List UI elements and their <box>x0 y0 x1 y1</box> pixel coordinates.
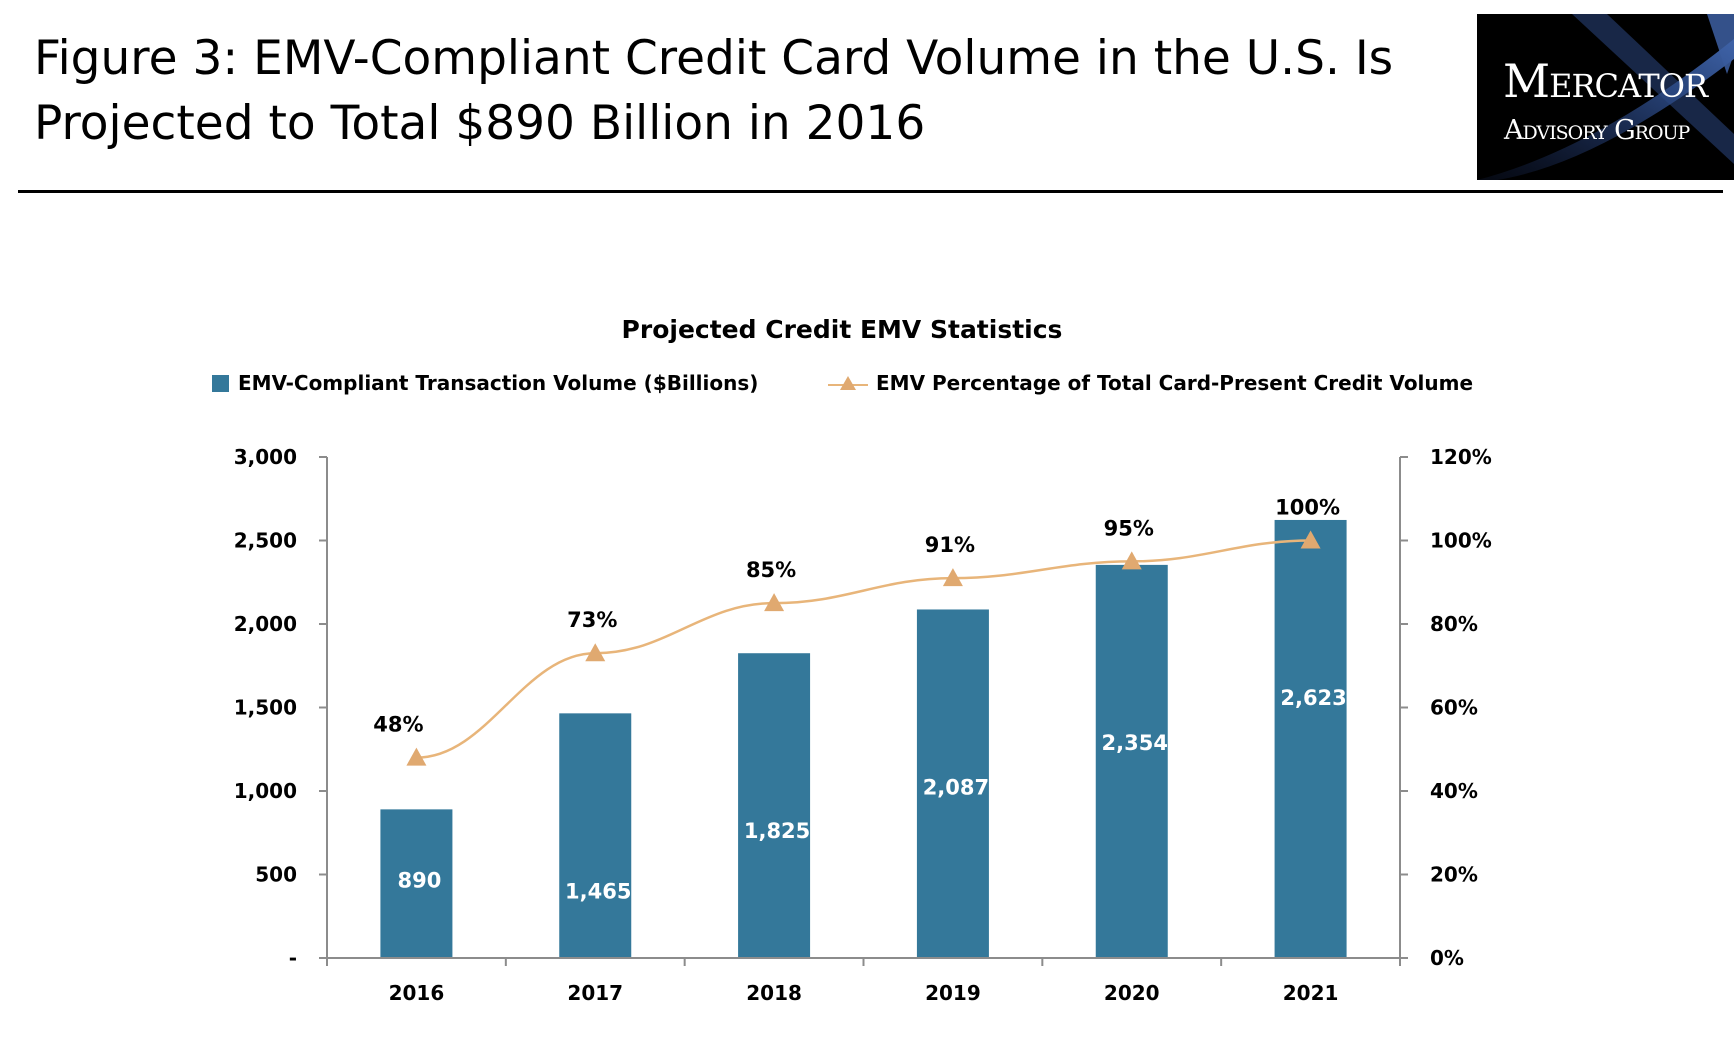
bar-2021 <box>1274 519 1347 958</box>
axes: - 500 1,000 1,500 2,000 2,500 3,000 0% 20% 40% 60%… <box>234 445 1492 1005</box>
left-tick-label: 3,000 <box>234 445 297 469</box>
data-labels: 890 1,465 1,825 2,087 2,354 2,623 48% 73% 85% 91%… <box>373 496 1347 904</box>
line-value-label: 91% <box>925 533 975 557</box>
bar-2020 <box>1095 564 1168 958</box>
left-tick-label: 500 <box>255 863 297 887</box>
left-tick-label: 2,000 <box>234 612 297 636</box>
bar-2019 <box>916 609 989 958</box>
line-marker-2021 <box>1300 530 1321 549</box>
right-tick-label: 0% <box>1430 946 1464 970</box>
page-title-line2: Projected to Total $890 Billion in 2016 <box>34 96 926 151</box>
page-title: Figure 3: EMV-Compliant Credit Card Volu… <box>34 26 1414 156</box>
chart-title: Projected Credit EMV Statistics <box>622 315 1063 344</box>
right-tick-label: 20% <box>1430 863 1478 887</box>
line-value-label: 48% <box>373 713 423 737</box>
legend-bar-label: EMV-Compliant Transaction Volume ($Billi… <box>238 371 758 395</box>
left-tick-label: 1,500 <box>234 696 297 720</box>
bar-2017 <box>559 713 632 958</box>
title-divider <box>18 190 1723 193</box>
x-tick-label: 2019 <box>925 981 981 1005</box>
x-tick-label: 2021 <box>1283 981 1339 1005</box>
line-series <box>406 530 1321 766</box>
line-value-label: 100% <box>1275 496 1340 520</box>
line-value-label: 85% <box>746 558 796 582</box>
line-value-label: 95% <box>1104 516 1154 540</box>
legend-line-label: EMV Percentage of Total Card-Present Cre… <box>876 371 1473 395</box>
right-tick-label: 100% <box>1430 529 1492 553</box>
logo-subtitle: Advisory Group <box>1504 115 1690 146</box>
line-marker-2020 <box>1121 551 1142 570</box>
legend-bar-swatch <box>212 375 229 392</box>
mercator-logo: Mercator Advisory Group <box>1477 14 1734 180</box>
bar-value-label: 2,623 <box>1280 686 1346 710</box>
bar-2018 <box>738 653 811 958</box>
logo-wordmark: Mercator <box>1503 54 1708 108</box>
bar-series <box>380 519 1347 958</box>
bar-value-label: 1,465 <box>565 879 631 903</box>
left-tick-label: 1,000 <box>234 779 297 803</box>
line-marker-2019 <box>942 568 963 587</box>
right-tick-label: 120% <box>1430 445 1492 469</box>
line-marker-2017 <box>585 643 606 662</box>
line-marker-2016 <box>406 747 427 766</box>
right-tick-label: 40% <box>1430 779 1478 803</box>
left-tick-label: - <box>289 946 297 970</box>
line-path <box>416 539 1311 759</box>
legend-marker-swatch <box>840 376 856 390</box>
x-tick-label: 2017 <box>567 981 623 1005</box>
right-tick-label: 60% <box>1430 696 1478 720</box>
line-value-label: 73% <box>567 608 617 632</box>
x-tick-label: 2016 <box>389 981 445 1005</box>
logo-swoosh-graphic <box>1477 14 1734 180</box>
bar-value-label: 890 <box>397 868 441 892</box>
x-tick-label: 2020 <box>1104 981 1160 1005</box>
bar-value-label: 1,825 <box>744 819 810 843</box>
line-marker-2018 <box>764 593 785 612</box>
left-tick-label: 2,500 <box>234 529 297 553</box>
bar-2016 <box>380 809 453 958</box>
bar-value-label: 2,354 <box>1102 731 1168 755</box>
page-title-line1: Figure 3: EMV-Compliant Credit Card Volu… <box>34 31 1394 86</box>
right-tick-label: 80% <box>1430 612 1478 636</box>
bar-value-label: 2,087 <box>923 775 989 799</box>
x-tick-label: 2018 <box>746 981 802 1005</box>
